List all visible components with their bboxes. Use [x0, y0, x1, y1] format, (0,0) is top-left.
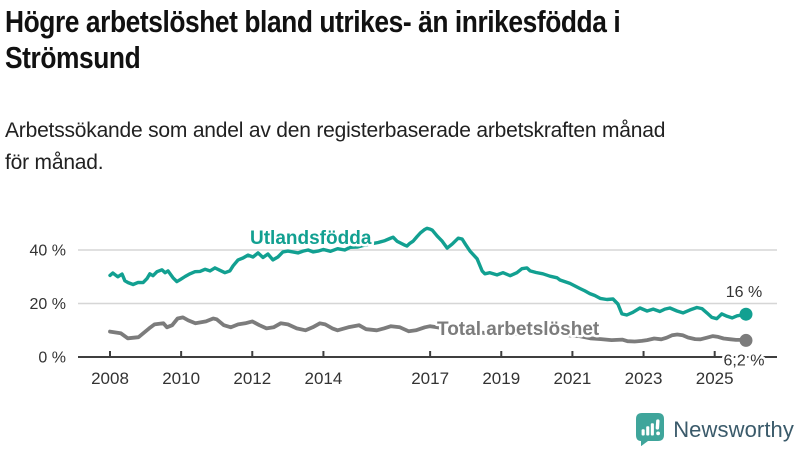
x-tick-label: 2025: [696, 369, 734, 388]
y-tick-label: 40 %: [30, 243, 66, 260]
subtitle-line-1: Arbetssökande som andel av den registerb…: [5, 119, 666, 142]
chart-subtitle: Arbetssökande som andel av den registerb…: [5, 115, 800, 179]
x-tick-label: 2017: [411, 369, 449, 388]
title-line-1: Högre arbetslöshet bland utrikes- än inr…: [5, 4, 621, 39]
subtitle-line-2: för månad.: [5, 151, 104, 174]
series-label-utlandsfodda: Utlandsfödda: [250, 228, 372, 249]
series-end-value-label: 16 %: [726, 284, 762, 301]
newsworthy-logo: Newsworthy: [636, 413, 794, 446]
title-line-2: Strömsund: [5, 40, 141, 75]
series-end-dot: [739, 307, 753, 321]
y-tick-label: 0 %: [38, 350, 66, 367]
x-tick-label: 2021: [553, 369, 591, 388]
x-tick-label: 2014: [305, 369, 343, 388]
series-label-total: Total arbetslöshet: [437, 319, 600, 340]
x-tick-label: 2019: [482, 369, 520, 388]
x-tick-label: 2010: [162, 369, 200, 388]
x-tick-label: 2012: [233, 369, 271, 388]
page-title: Högre arbetslöshet bland utrikes- än inr…: [5, 4, 787, 76]
x-tick-label: 2023: [625, 369, 663, 388]
x-tick-label: 2008: [91, 369, 129, 388]
y-tick-label: 20 %: [30, 296, 66, 313]
newsworthy-speech-bubble-chart-icon: [636, 413, 665, 446]
series-line-total: [108, 315, 748, 344]
series-end-value-label: 6,2 %: [724, 352, 765, 369]
series-end-dot: [739, 333, 753, 347]
series-line-utlandsfodda: [108, 226, 748, 321]
newsworthy-wordmark: Newsworthy: [673, 416, 794, 442]
